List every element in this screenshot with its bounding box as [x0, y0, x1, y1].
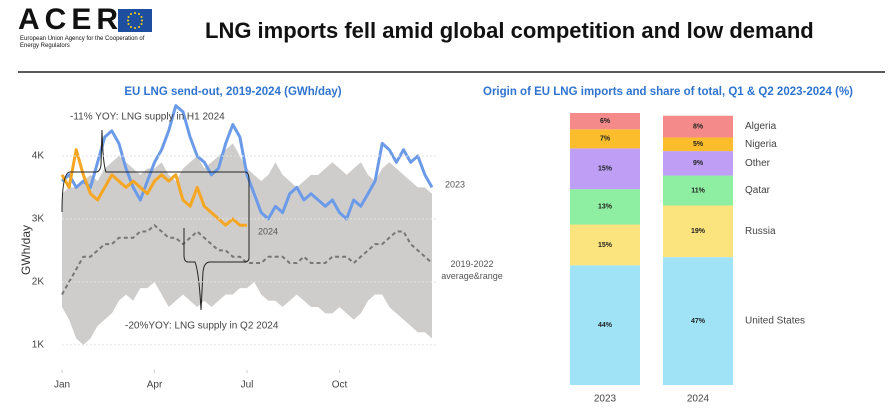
x-tick-label: 2023	[594, 394, 617, 405]
series-line	[60, 148, 247, 227]
legend-label: Algeria	[745, 121, 777, 132]
legend-label: Qatar	[745, 185, 771, 196]
annotation: -20%YOY: LNG supply in Q2 2024	[125, 321, 279, 332]
bar-segment	[570, 189, 640, 225]
y-tick-label: 3K	[32, 214, 45, 225]
line-layer	[60, 104, 434, 295]
chart-title: Origin of EU LNG imports and share of to…	[483, 86, 853, 98]
brackets	[61, 129, 250, 311]
bar-segment	[663, 115, 733, 138]
y-tick-label: 4K	[32, 151, 45, 162]
x-tick-label: Jan	[54, 380, 70, 391]
bar-segment	[570, 265, 640, 385]
logo: ACER	[18, 3, 123, 36]
agency-name: European Union Agency for the Cooperatio…	[20, 36, 145, 49]
range-band	[62, 143, 432, 345]
chart-title: EU LNG send-out, 2019-2024 (GWh/day)	[124, 86, 341, 98]
bar-segment	[663, 257, 733, 385]
series-label: 2019-2022 average&range	[441, 259, 503, 281]
bar-segment	[570, 148, 640, 190]
value-label: 19%	[691, 228, 706, 235]
bar-segment	[570, 224, 640, 266]
value-label: 47%	[691, 318, 706, 325]
value-label: 44%	[598, 322, 613, 329]
value-label: 5%	[693, 141, 704, 148]
value-label: 7%	[600, 136, 611, 143]
value-label: 11%	[691, 187, 705, 194]
value-label: 15%	[598, 242, 613, 249]
value-label: 6%	[600, 118, 611, 125]
series-label: 2024	[258, 226, 278, 236]
legend-label: Nigeria	[745, 139, 777, 150]
slide-title: LNG imports fell amid global competition…	[205, 18, 814, 43]
y-tick-label: 2K	[32, 277, 45, 288]
bar-segment	[663, 205, 733, 258]
bar-segment	[663, 151, 733, 176]
legend-label: Other	[745, 158, 771, 169]
value-label: 8%	[693, 123, 704, 130]
annotation: -11% YOY: LNG supply in H1 2024	[70, 112, 225, 123]
y-axis-label: GWh/day	[19, 225, 33, 275]
x-tick-label: Jul	[241, 380, 254, 391]
x-tick-label: Oct	[332, 380, 348, 391]
value-label: 9%	[693, 160, 704, 167]
series-line	[61, 104, 434, 221]
eu-flag	[118, 9, 152, 32]
bar-segment	[663, 175, 733, 206]
legend-label: United States	[745, 316, 805, 327]
band-layer	[62, 143, 432, 345]
legend-label: Russia	[745, 226, 776, 237]
bar-segment	[663, 137, 733, 152]
bar-segment	[570, 113, 640, 130]
value-label: 13%	[598, 204, 613, 211]
series-line	[61, 224, 433, 295]
bar-segment	[570, 129, 640, 149]
x-tick-label: Apr	[147, 380, 163, 391]
x-tick-label: 2024	[687, 394, 710, 405]
series-label: 2023	[445, 179, 465, 189]
y-tick-label: 1K	[32, 339, 45, 350]
value-label: 15%	[598, 166, 613, 173]
